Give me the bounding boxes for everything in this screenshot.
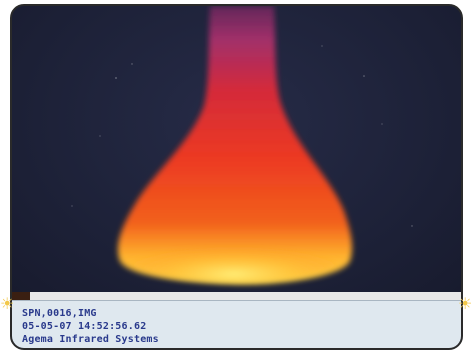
system-name-label: Agema Infrared Systems: [22, 334, 159, 345]
flame-plume: [71, 6, 413, 285]
right-sun-icon: ☀: [458, 294, 473, 313]
thermal-image-frame: SPN,0016,IMG 05-05-07 14:52:56.62 Agema …: [10, 4, 463, 350]
info-panel: SPN,0016,IMG 05-05-07 14:52:56.62 Agema …: [12, 300, 461, 348]
plume-base-glow: [124, 230, 344, 282]
timestamp-label: 05-05-07 14:52:56.62: [22, 321, 147, 332]
plume-body: [117, 6, 352, 285]
left-sun-icon: ☀: [0, 294, 15, 313]
file-name-label: SPN,0016,IMG: [22, 308, 97, 319]
noise-specks: [71, 45, 413, 227]
thermal-viewport: [12, 6, 461, 292]
color-scale-bar: [12, 292, 461, 300]
